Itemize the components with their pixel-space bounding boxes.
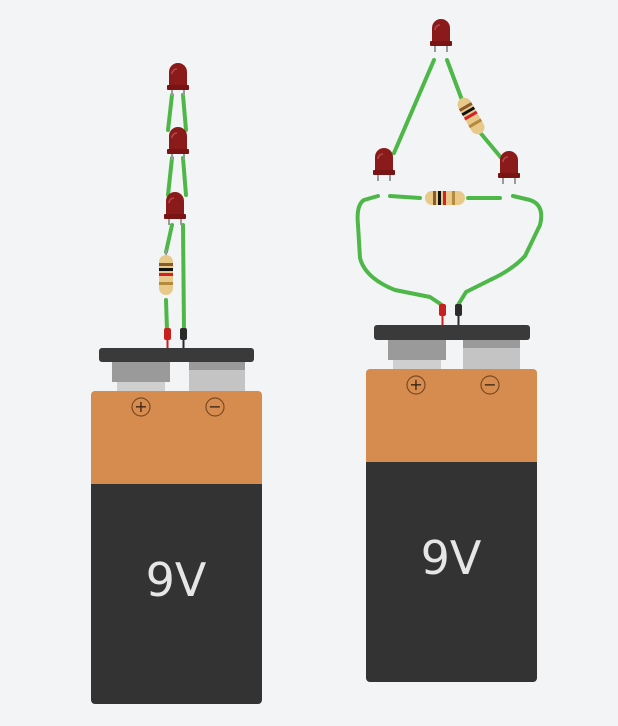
led[interactable] xyxy=(166,126,190,161)
minus-symbol-icon xyxy=(205,397,225,417)
positive-terminal[interactable] xyxy=(112,362,170,382)
led[interactable] xyxy=(163,191,187,226)
led[interactable] xyxy=(166,62,190,97)
positive-probe[interactable] xyxy=(164,328,171,350)
resistor[interactable] xyxy=(159,255,173,295)
led[interactable] xyxy=(497,150,521,185)
battery[interactable]: + − 9V xyxy=(366,325,537,682)
negative-probe[interactable] xyxy=(455,304,462,326)
battery-body xyxy=(91,484,262,704)
negative-probe[interactable] xyxy=(180,328,187,350)
battery[interactable]: + − 9V xyxy=(91,348,262,704)
positive-terminal[interactable] xyxy=(388,340,446,360)
resistor[interactable] xyxy=(425,191,465,205)
minus-symbol: − xyxy=(483,375,496,394)
plus-symbol-icon xyxy=(131,397,151,417)
battery-cap xyxy=(99,348,254,362)
wire[interactable] xyxy=(456,194,544,307)
wire[interactable] xyxy=(392,58,505,162)
wire[interactable] xyxy=(164,298,169,332)
battery-top xyxy=(366,369,537,465)
minus-symbol: − xyxy=(208,397,221,416)
wire[interactable] xyxy=(388,194,502,200)
circuit-right: + − 9V xyxy=(355,18,544,682)
plus-symbol-icon xyxy=(406,375,426,395)
battery-voltage-label: 9V xyxy=(421,531,482,585)
plus-symbol: + xyxy=(134,397,147,416)
battery-cap xyxy=(374,325,530,340)
negative-terminal[interactable] xyxy=(463,340,520,348)
wire[interactable] xyxy=(355,194,444,307)
led[interactable] xyxy=(429,18,453,53)
plus-symbol: + xyxy=(409,375,422,394)
battery-body xyxy=(366,462,537,682)
negative-terminal[interactable] xyxy=(189,362,245,370)
battery-voltage-label: 9V xyxy=(146,553,207,607)
circuit-left: + − 9V xyxy=(91,62,262,704)
resistor[interactable] xyxy=(454,95,488,137)
wire[interactable] xyxy=(164,93,188,332)
minus-symbol-icon xyxy=(480,375,500,395)
led[interactable] xyxy=(372,147,396,182)
positive-probe[interactable] xyxy=(439,304,446,326)
battery-top xyxy=(91,391,262,487)
